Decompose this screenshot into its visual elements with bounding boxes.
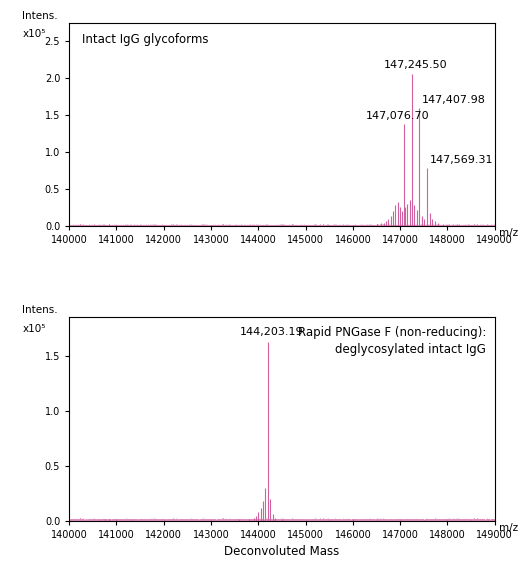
Text: m/z: m/z — [499, 228, 518, 238]
Text: 147,407.98: 147,407.98 — [422, 95, 486, 105]
Text: Rapid PNGase F (non-reducing):
deglycosylated intact IgG: Rapid PNGase F (non-reducing): deglycosy… — [298, 325, 486, 355]
Text: Intens.: Intens. — [22, 11, 58, 20]
Text: x10⁵: x10⁵ — [22, 29, 46, 39]
Text: 144,203.19: 144,203.19 — [239, 327, 303, 337]
X-axis label: Deconvoluted Mass: Deconvoluted Mass — [225, 545, 339, 558]
Text: Intens.: Intens. — [22, 306, 58, 315]
Text: m/z: m/z — [499, 523, 518, 533]
Text: Intact IgG glycoforms: Intact IgG glycoforms — [82, 33, 209, 46]
Text: 147,569.31: 147,569.31 — [430, 155, 494, 165]
Text: 147,245.50: 147,245.50 — [384, 60, 447, 70]
Text: x10⁵: x10⁵ — [22, 324, 46, 334]
Text: 147,076.70: 147,076.70 — [366, 111, 430, 121]
